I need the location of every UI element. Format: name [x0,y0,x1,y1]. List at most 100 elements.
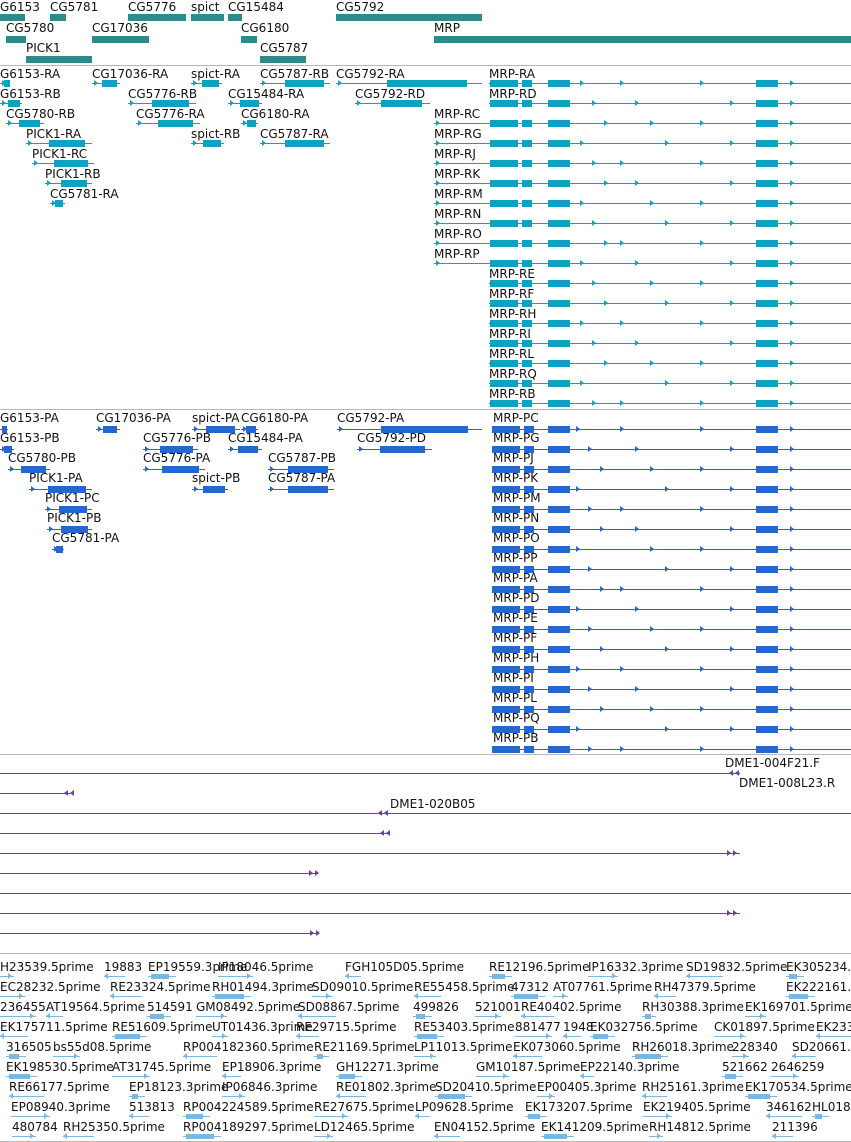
exon-block[interactable] [524,466,534,473]
gene-feature[interactable] [241,36,257,43]
exon-block[interactable] [756,120,778,127]
exon-block[interactable] [548,100,570,107]
exon-block[interactable] [524,726,534,733]
est-block[interactable] [635,1054,661,1059]
exon-block[interactable] [524,646,534,653]
est-line[interactable] [714,1036,746,1037]
exon-block[interactable] [21,466,46,473]
gene-feature[interactable] [0,14,25,21]
exon-block[interactable] [492,706,520,713]
exon-block[interactable] [548,320,570,327]
est-line[interactable] [0,1016,36,1017]
exon-block[interactable] [756,586,778,593]
exon-block[interactable] [49,140,85,147]
exon-block[interactable] [548,120,570,127]
exon-block[interactable] [162,466,199,473]
exon-block[interactable] [492,466,520,473]
exon-block[interactable] [548,280,570,287]
exon-block[interactable] [548,746,570,753]
exon-block[interactable] [285,140,324,147]
est-line[interactable] [521,1016,554,1017]
exon-block[interactable] [548,200,570,207]
exon-block[interactable] [203,140,221,147]
exon-block[interactable] [548,606,570,613]
clone-line[interactable] [0,933,318,934]
exon-block[interactable] [522,340,532,347]
est-line[interactable] [475,1016,501,1017]
exon-block[interactable] [756,140,778,147]
exon-block[interactable] [548,160,570,167]
exon-block[interactable] [490,80,518,87]
exon-block[interactable] [492,726,520,733]
exon-block[interactable] [524,626,534,633]
est-line[interactable] [53,1056,80,1057]
exon-block[interactable] [492,446,520,453]
est-line[interactable] [104,976,125,977]
est-block[interactable] [645,1014,651,1019]
est-block[interactable] [115,1034,140,1039]
exon-block[interactable] [548,626,570,633]
clone-line[interactable] [0,853,740,854]
est-block[interactable] [514,994,538,999]
est-line[interactable] [345,976,361,977]
est-block[interactable] [417,1034,437,1039]
exon-block[interactable] [492,486,520,493]
exon-block[interactable] [490,240,518,247]
est-line[interactable] [312,996,332,997]
est-block[interactable] [416,1014,425,1019]
exon-block[interactable] [756,240,778,247]
exon-block[interactable] [490,360,518,367]
gene-feature[interactable] [26,56,92,63]
est-line[interactable] [476,1076,509,1077]
exon-block[interactable] [756,646,778,653]
exon-block[interactable] [490,320,518,327]
exon-block[interactable] [756,526,778,533]
est-block[interactable] [544,1134,567,1139]
clone-line[interactable] [0,873,318,874]
est-line[interactable] [513,1056,542,1057]
exon-block[interactable] [548,140,570,147]
exon-block[interactable] [492,626,520,633]
exon-block[interactable] [492,646,520,653]
est-block[interactable] [150,1014,164,1019]
exon-block[interactable] [387,80,467,87]
est-block[interactable] [339,1074,355,1079]
exon-block[interactable] [548,666,570,673]
exon-block[interactable] [756,360,778,367]
exon-block[interactable] [522,240,532,247]
exon-block[interactable] [381,426,468,433]
est-line[interactable] [816,1036,851,1037]
exon-block[interactable] [490,280,518,287]
exon-block[interactable] [522,300,532,307]
est-line[interactable] [0,976,14,977]
exon-block[interactable] [206,426,235,433]
exon-block[interactable] [240,100,259,107]
est-line[interactable] [336,1096,366,1097]
est-line[interactable] [222,1096,245,1097]
exon-block[interactable] [492,746,520,753]
est-line[interactable] [222,1076,241,1077]
est-block[interactable] [528,1114,540,1119]
exon-block[interactable] [756,100,778,107]
exon-block[interactable] [522,360,532,367]
est-line[interactable] [0,1036,28,1037]
exon-block[interactable] [203,486,225,493]
exon-block[interactable] [548,566,570,573]
est-line[interactable] [649,1136,663,1137]
exon-block[interactable] [756,340,778,347]
exon-block[interactable] [56,546,63,553]
exon-block[interactable] [756,546,778,553]
gene-feature[interactable] [6,36,26,43]
est-block[interactable] [132,1094,138,1099]
exon-block[interactable] [522,380,532,387]
exon-block[interactable] [48,486,86,493]
est-line[interactable] [792,1056,816,1057]
est-line[interactable] [0,996,25,997]
exon-block[interactable] [548,260,570,267]
exon-block[interactable] [490,220,518,227]
exon-block[interactable] [4,446,12,453]
exon-block[interactable] [548,380,570,387]
exon-block[interactable] [756,466,778,473]
exon-block[interactable] [524,606,534,613]
est-line[interactable] [11,1116,50,1117]
